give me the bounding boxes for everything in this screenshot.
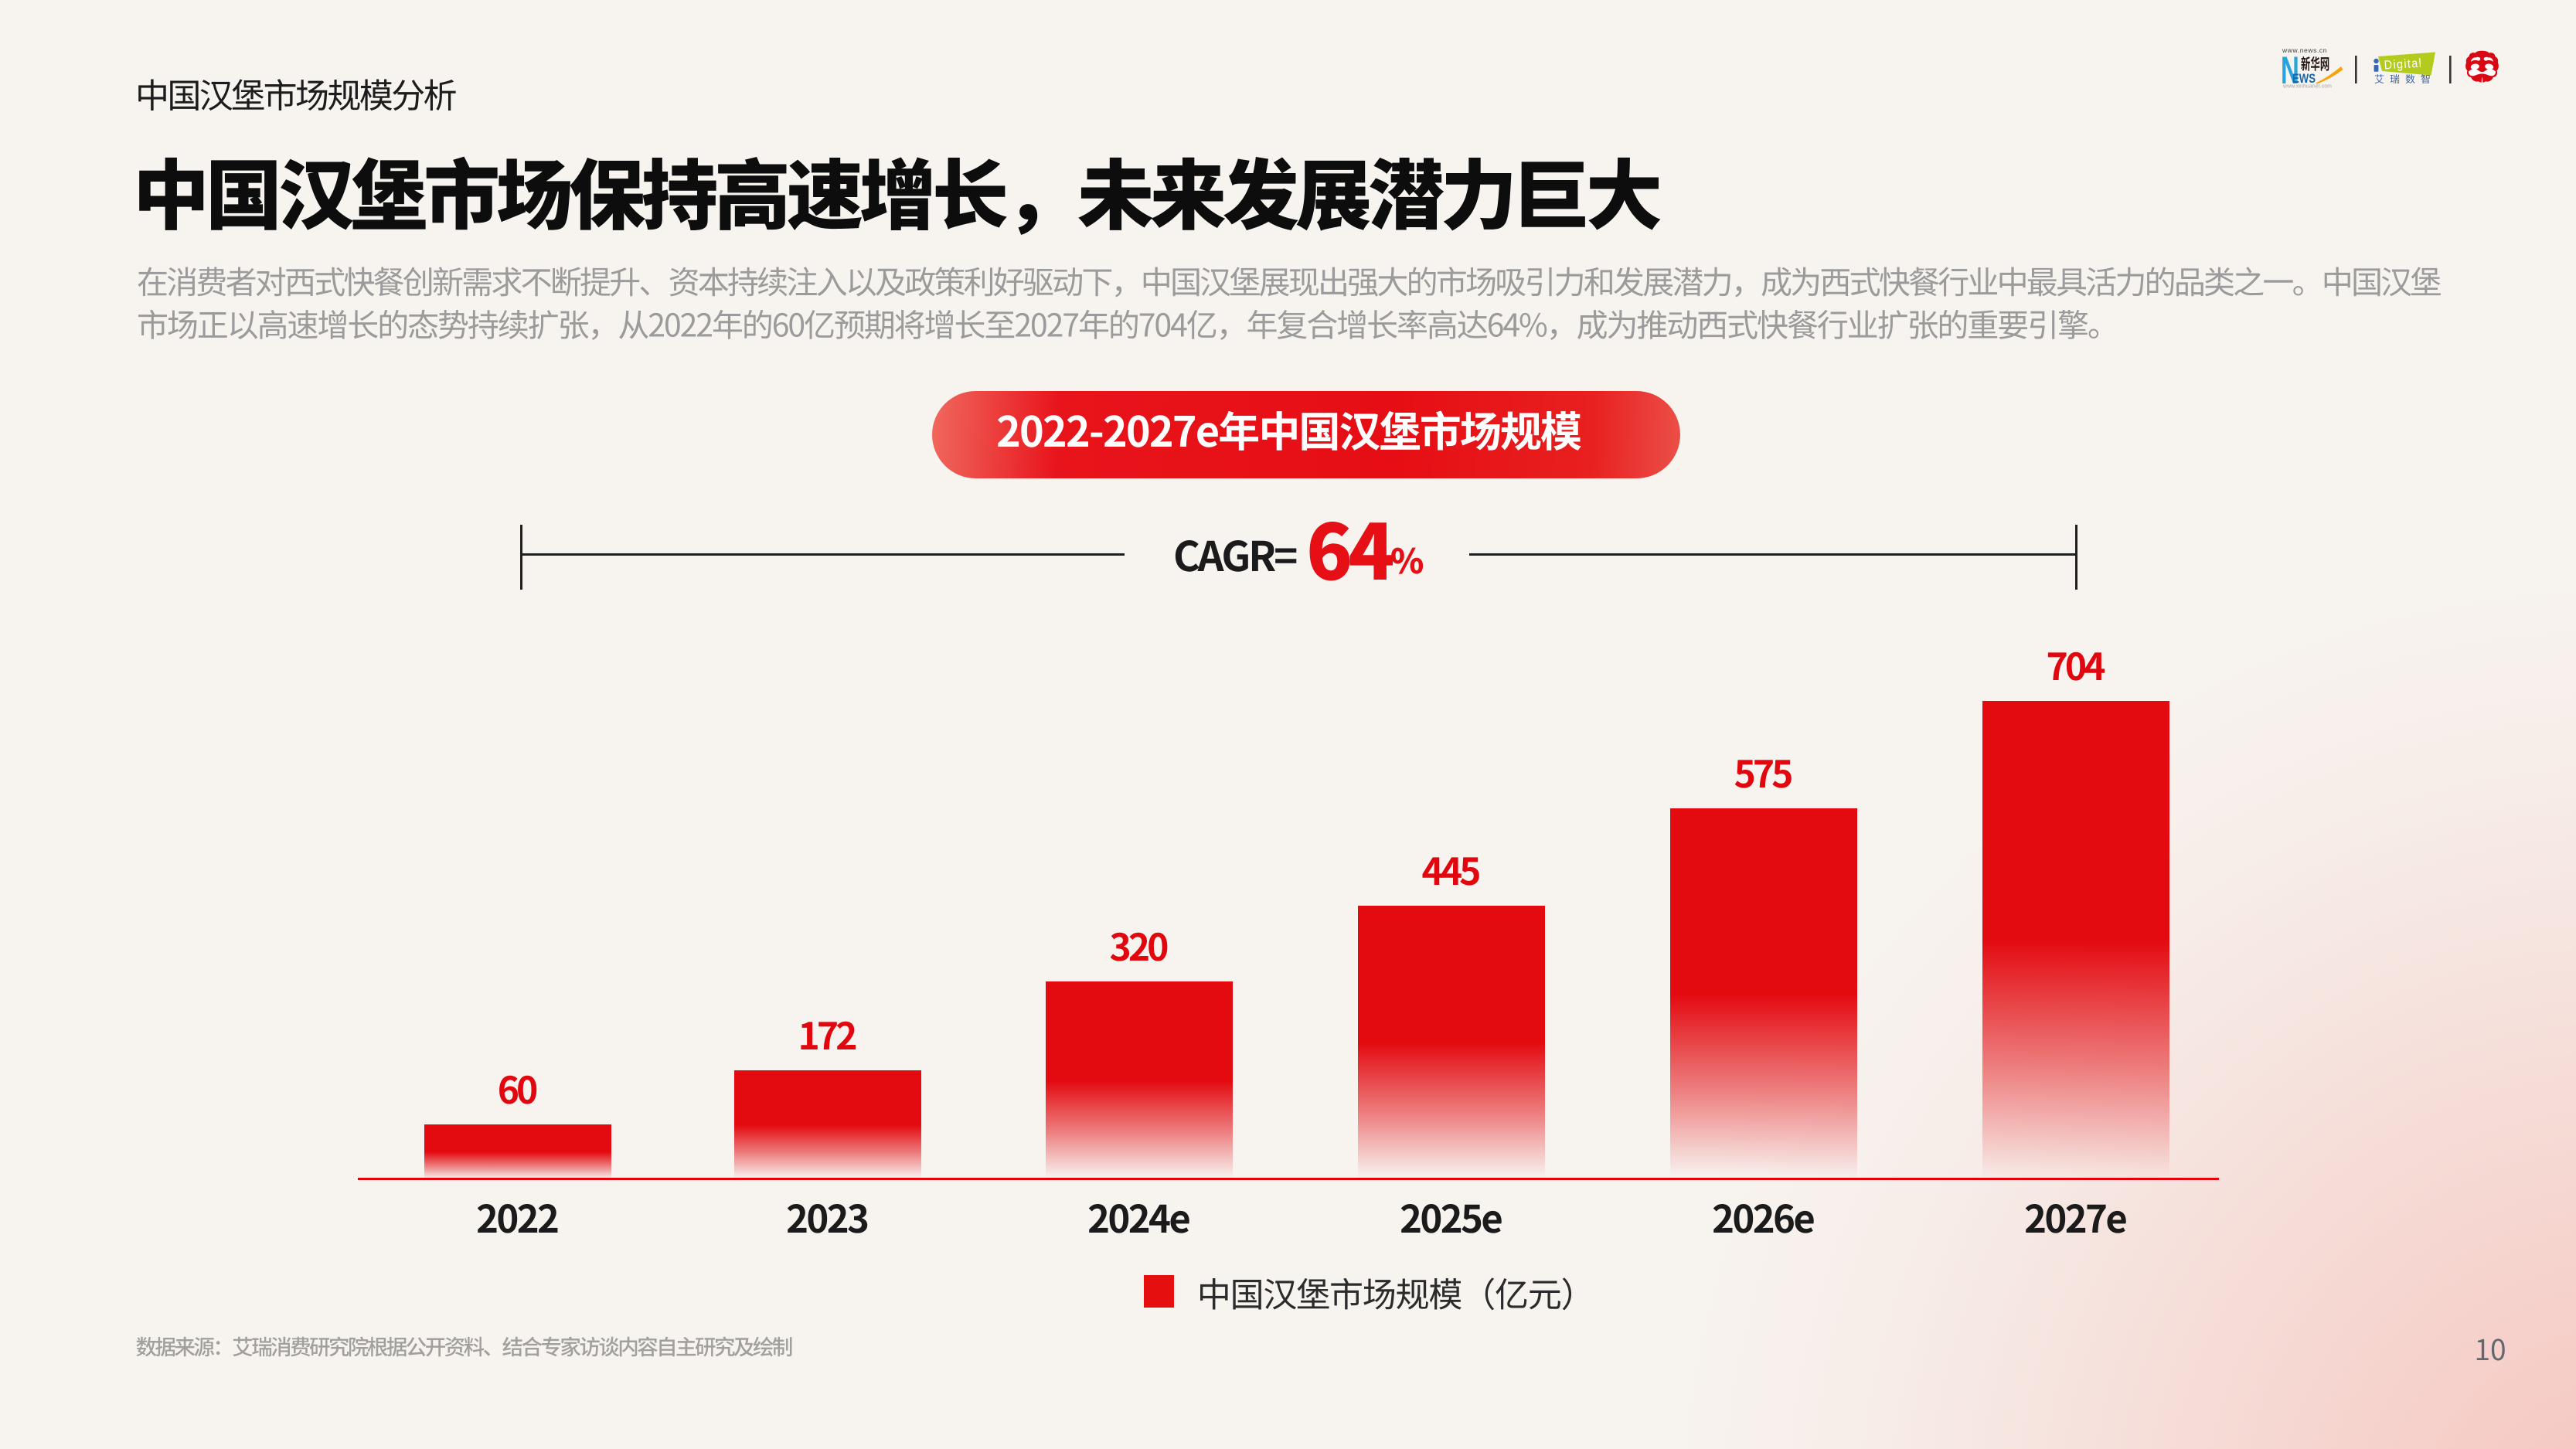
svg-text:N: N (2281, 49, 2299, 91)
svg-text:Digital: Digital (2384, 56, 2422, 73)
svg-text:www.xinhuanet.com: www.xinhuanet.com (2282, 84, 2332, 90)
svg-text:EWS: EWS (2292, 72, 2316, 87)
svg-text:www.news.cn: www.news.cn (2282, 46, 2327, 54)
